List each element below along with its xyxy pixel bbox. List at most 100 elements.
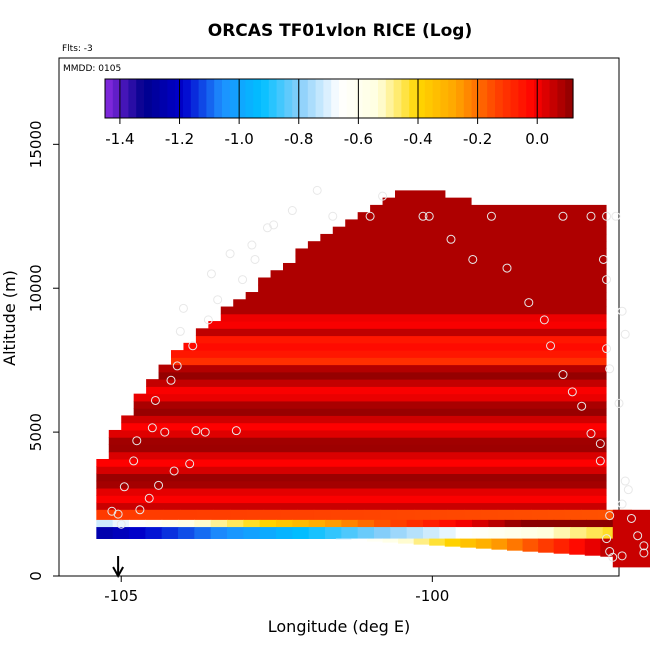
sample-point [119, 482, 129, 492]
sample-point [558, 211, 568, 221]
sample-point [623, 485, 633, 495]
colorbar: -1.4 -1.2 -1.0 -0.8 -0.6 -0.4 -0.2 0.0 [104, 78, 574, 148]
heatmap-cell [488, 527, 506, 539]
heatmap-cell [295, 248, 607, 257]
sample-point [546, 341, 556, 351]
heatmap-cell [374, 519, 391, 528]
heatmap-cell [263, 509, 281, 521]
heatmap-cell [341, 527, 359, 539]
flts-label: Flts: -3 [62, 44, 93, 54]
heatmap-cell [475, 538, 492, 549]
heatmap-cell [367, 538, 384, 542]
heatmap-cell [210, 519, 228, 528]
heatmap-cell [325, 527, 342, 539]
sample-point [608, 552, 618, 562]
colorbar-tick-label: -1.4 [105, 130, 134, 148]
arrow-marker [112, 556, 124, 579]
heatmap-cell [145, 527, 163, 539]
sample-point [639, 548, 649, 558]
sample-point [328, 211, 338, 221]
heatmap-cell [335, 538, 352, 540]
y-axis: 0 5000 10000 15000 [27, 120, 59, 581]
sample-point [206, 269, 216, 279]
colorbar-swatch [307, 79, 317, 118]
colorbar-swatch [549, 79, 558, 118]
heatmap-cell [460, 538, 477, 548]
heatmap-cell [357, 527, 375, 539]
colorbar-swatch [268, 79, 278, 118]
colorbar-swatch [370, 79, 379, 118]
heatmap-cell [584, 538, 601, 556]
heatmap-cell [363, 509, 382, 521]
sample-point [132, 436, 142, 446]
heatmap-cell [158, 364, 607, 373]
heatmap-cell [429, 538, 446, 546]
sample-point [468, 254, 478, 264]
heatmap-cell [276, 527, 293, 539]
heatmap-cell [96, 502, 607, 511]
colorbar-swatch [409, 79, 418, 118]
heatmap-cell [112, 519, 130, 528]
heatmap-cell [581, 509, 599, 521]
heatmap-cell [96, 480, 607, 489]
x-axis-label: Longitude (deg E) [268, 617, 411, 636]
sample-point [172, 361, 182, 371]
sample-point [231, 426, 241, 436]
heatmap-cell [270, 270, 607, 278]
sample-point [602, 275, 612, 285]
heatmap-cell [121, 422, 607, 431]
colorbar-tick-label: -0.8 [284, 130, 313, 148]
heatmap-cell [96, 488, 607, 496]
heatmap-cell [553, 519, 571, 528]
colorbar-swatch [378, 79, 387, 118]
heatmap-cell [121, 415, 607, 424]
heatmap-cell [233, 299, 607, 308]
heatmap-cell [347, 509, 365, 521]
sample-point [633, 531, 643, 541]
colorbar-tick-label: -0.2 [463, 130, 492, 148]
heatmap-cell [108, 429, 607, 438]
y-tick-label: 5000 [27, 413, 45, 451]
colorbar-swatch [151, 79, 161, 118]
heatmap-cell [112, 527, 130, 539]
sample-point [144, 493, 154, 503]
heatmap-cell [472, 527, 489, 539]
heatmap-cell [447, 509, 465, 521]
arrow-head [112, 566, 124, 579]
heatmap-cell [194, 527, 212, 539]
heatmap-cell [330, 509, 348, 521]
heatmap-cell [146, 509, 164, 521]
colorbar-swatch [463, 79, 473, 118]
heatmap-cell [96, 527, 114, 539]
heatmap-cell [133, 400, 607, 409]
colorbar-swatch [510, 79, 519, 118]
heatmap-cell [464, 509, 482, 521]
sample-point [605, 547, 615, 557]
heatmap-cell [276, 519, 293, 528]
heatmap-cell [602, 519, 620, 528]
heatmap-cell [145, 519, 163, 528]
colorbar-swatch [190, 79, 200, 118]
sample-point [175, 326, 185, 336]
sample-point [595, 439, 605, 449]
heatmap-cell [586, 527, 604, 539]
heatmap-cell [283, 262, 607, 271]
colorbar-swatch [292, 79, 301, 118]
heatmap-cell [243, 527, 261, 539]
heatmap-cell [382, 197, 472, 206]
heatmap-cell [307, 241, 607, 249]
sample-point [605, 364, 615, 374]
sample-point [169, 466, 179, 476]
sample-point [191, 426, 201, 436]
y-axis-label: Altitude (m) [0, 270, 19, 366]
sample-point [620, 329, 630, 339]
sample-point [269, 220, 279, 230]
heatmap-cell [163, 509, 181, 521]
sample-point [539, 315, 549, 325]
heatmap-cell [171, 350, 607, 358]
colorbar-swatch [557, 79, 566, 118]
heatmap-cell [308, 519, 326, 528]
heatmap-cell [491, 538, 508, 550]
heatmap-cell [96, 458, 607, 467]
heatmap-cell [598, 509, 616, 521]
